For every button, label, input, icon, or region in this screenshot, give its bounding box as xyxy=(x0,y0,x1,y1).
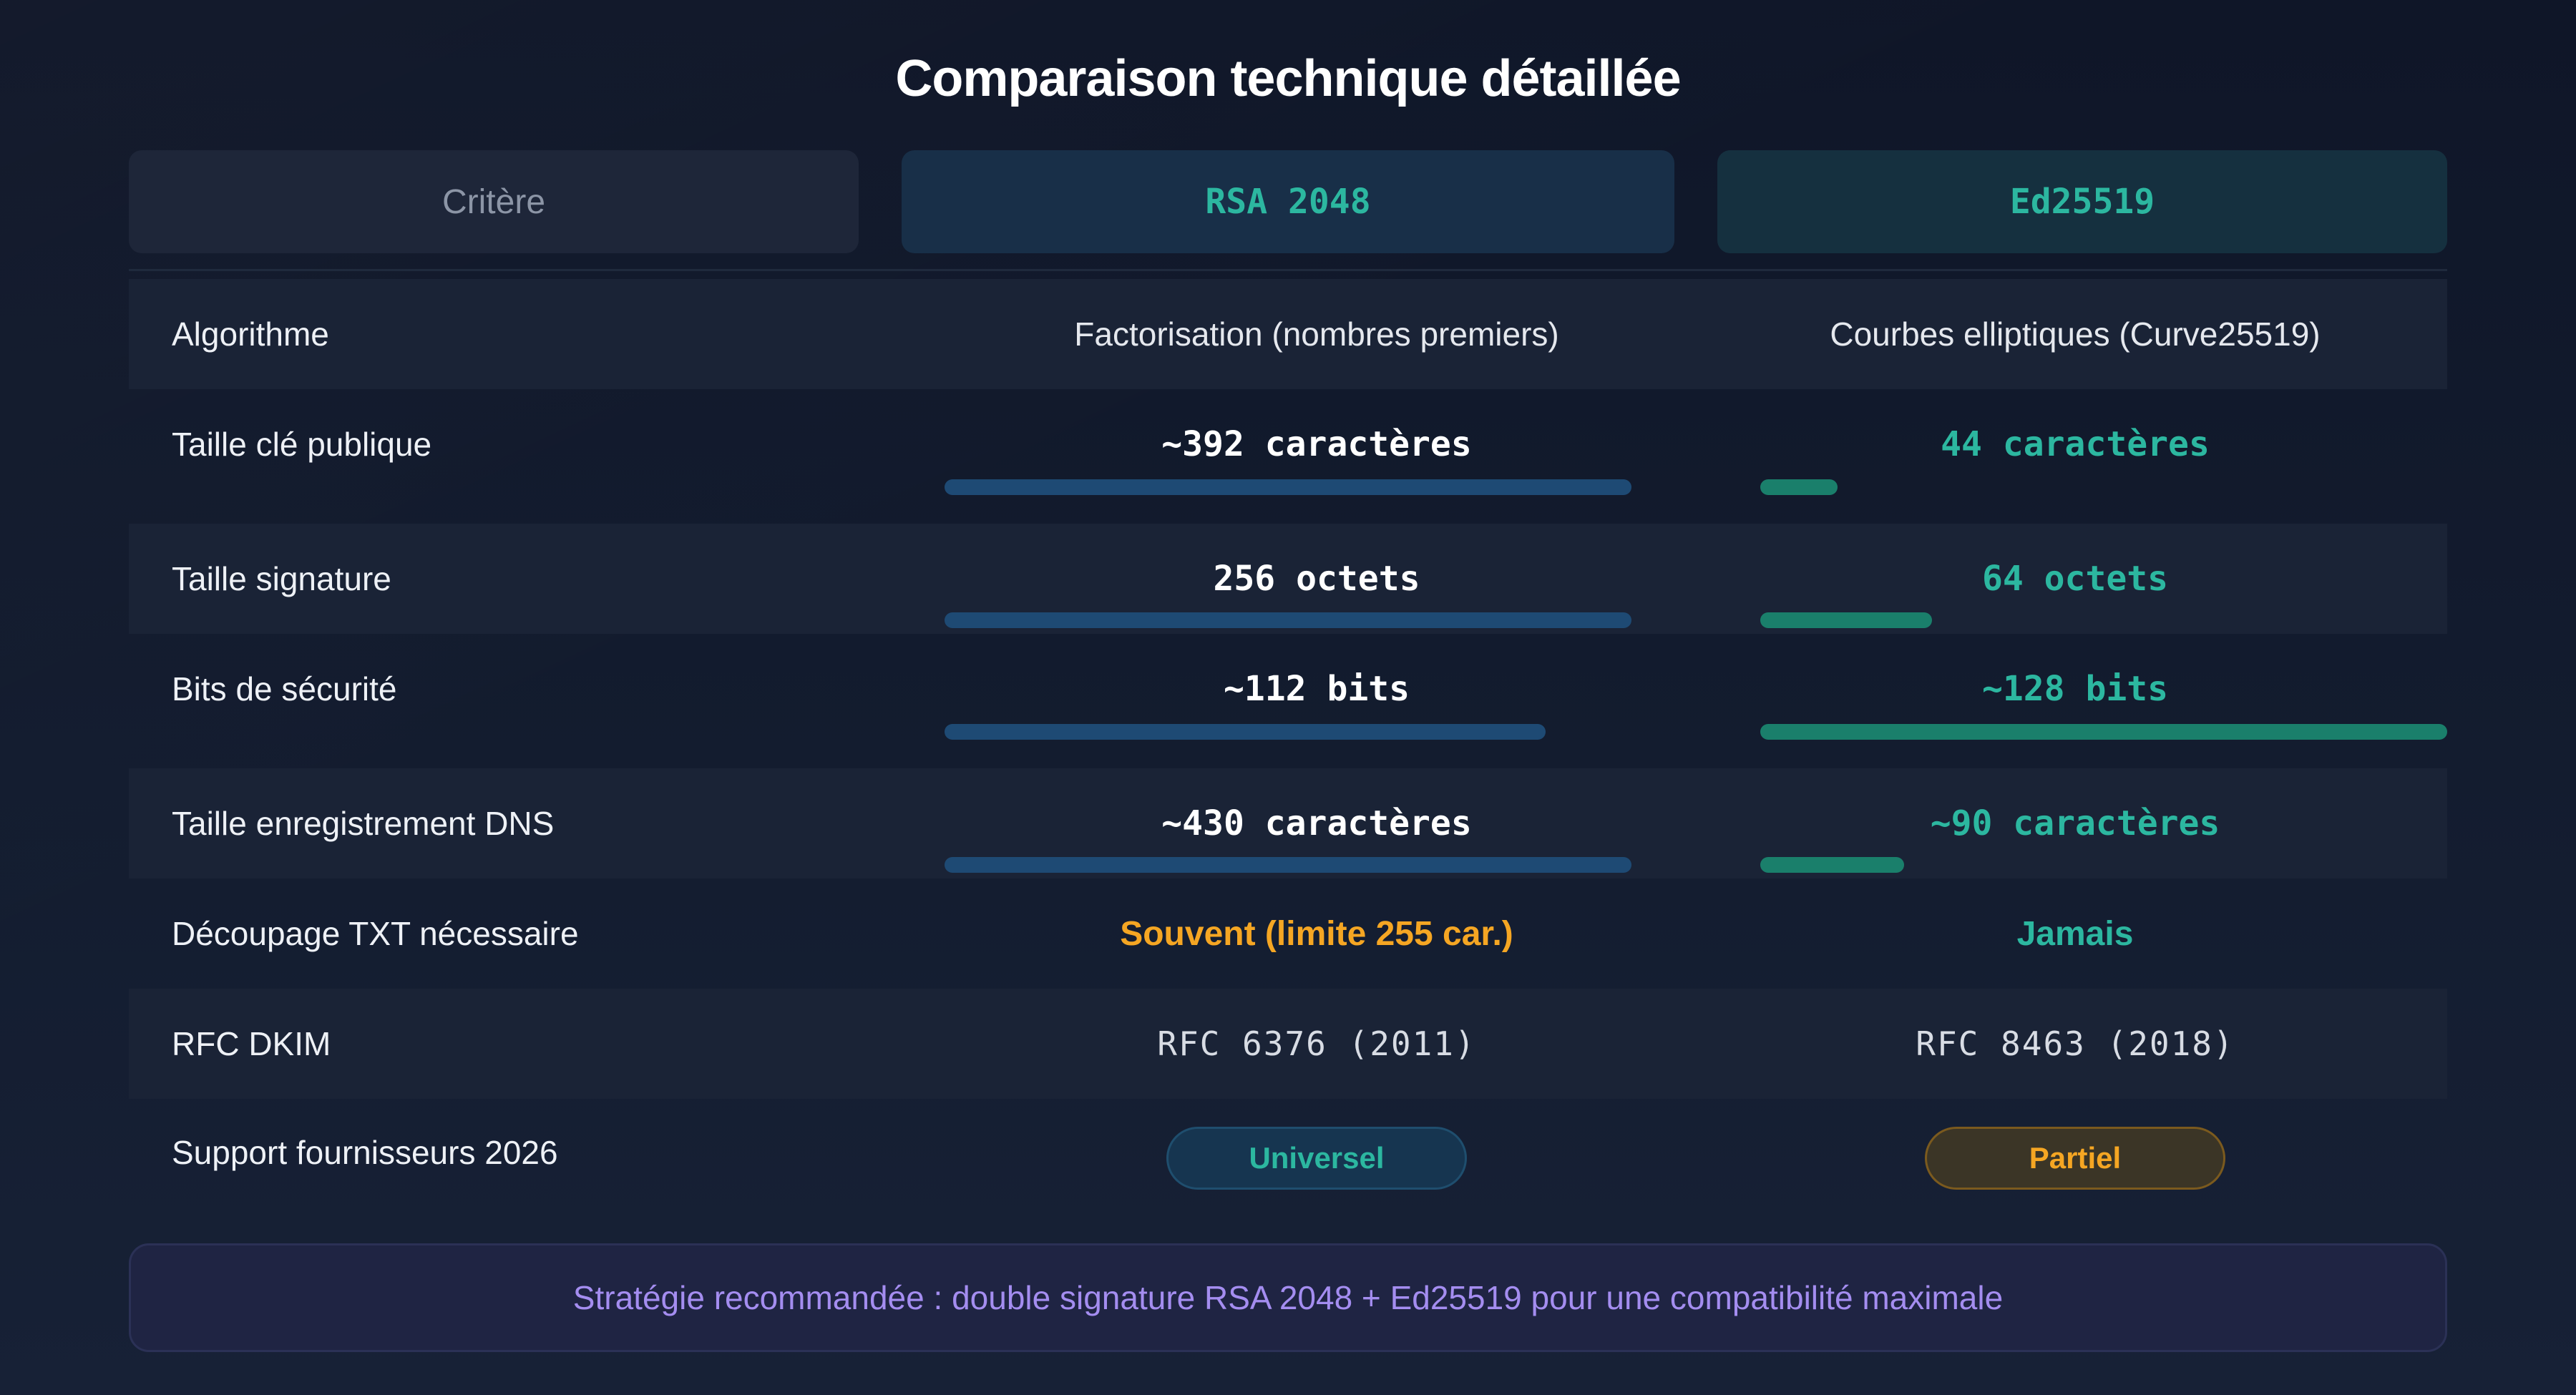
row-label: RFC DKIM xyxy=(172,1025,331,1062)
rsa-value: RFC 6376 (2011) xyxy=(1157,1024,1476,1063)
ed25519-value: ~90 caractères xyxy=(1930,803,2220,843)
rsa-size-bar xyxy=(945,857,1631,873)
row-label: Support fournisseurs 2026 xyxy=(172,1134,558,1171)
ed25519-value: RFC 8463 (2018) xyxy=(1916,1024,2235,1063)
header-divider xyxy=(129,269,2447,271)
ed25519-value: 64 octets xyxy=(1981,559,2169,599)
ed25519-size-bar xyxy=(1760,857,1904,873)
ed25519-value: 44 caractères xyxy=(1941,424,2210,464)
page-title: Comparaison technique détaillée xyxy=(895,50,1681,107)
rsa-security-bar xyxy=(945,724,1546,740)
table-row-provider-support: Support fournisseurs 2026 Universel Part… xyxy=(129,1099,2447,1213)
status-badge-universal: Universel xyxy=(1166,1127,1467,1190)
table-row-security-bits: Bits de sécurité ~112 bits ~128 bits xyxy=(129,634,2447,768)
ed25519-value: Jamais xyxy=(2016,914,2134,953)
rsa-value: Souvent (limite 255 car.) xyxy=(1120,914,1513,953)
table-row-algorithm: Algorithme Factorisation (nombres premie… xyxy=(129,279,2447,389)
table-row-signature-size: Taille signature 256 octets 64 octets xyxy=(129,524,2447,634)
rsa-size-bar xyxy=(945,612,1631,628)
status-badge-partial: Partiel xyxy=(1925,1127,2225,1190)
ed25519-size-bar xyxy=(1760,612,1932,628)
ed25519-value: Courbes elliptiques (Curve25519) xyxy=(1830,315,2321,353)
ed25519-security-bar xyxy=(1760,724,2447,740)
row-label: Taille signature xyxy=(172,560,391,597)
row-label: Bits de sécurité xyxy=(172,670,397,708)
rsa-value: Factorisation (nombres premiers) xyxy=(1074,315,1559,353)
rsa-value: 256 octets xyxy=(1213,559,1420,599)
table-row-rfc-dkim: RFC DKIM RFC 6376 (2011) RFC 8463 (2018) xyxy=(129,989,2447,1099)
ed25519-value: ~128 bits xyxy=(1981,669,2169,709)
table-row-dns-record-size: Taille enregistrement DNS ~430 caractère… xyxy=(129,768,2447,878)
column-header-rsa: RSA 2048 xyxy=(902,150,1674,253)
row-label: Découpage TXT nécessaire xyxy=(172,915,579,952)
row-label: Taille clé publique xyxy=(172,426,432,463)
rsa-value: ~430 caractères xyxy=(1161,803,1472,843)
ed25519-size-bar xyxy=(1760,479,1838,495)
rsa-size-bar xyxy=(945,479,1631,495)
rsa-value: ~392 caractères xyxy=(1161,424,1472,464)
rsa-value: ~112 bits xyxy=(1223,669,1410,709)
row-label: Taille enregistrement DNS xyxy=(172,805,555,842)
column-header-ed25519: Ed25519 xyxy=(1717,150,2447,253)
row-label: Algorithme xyxy=(172,315,329,353)
table-row-txt-splitting: Découpage TXT nécessaire Souvent (limite… xyxy=(129,878,2447,989)
column-header-criteria: Critère xyxy=(129,150,859,253)
table-row-public-key-size: Taille clé publique ~392 caractères 44 c… xyxy=(129,389,2447,524)
recommendation-banner: Stratégie recommandée : double signature… xyxy=(129,1243,2447,1352)
